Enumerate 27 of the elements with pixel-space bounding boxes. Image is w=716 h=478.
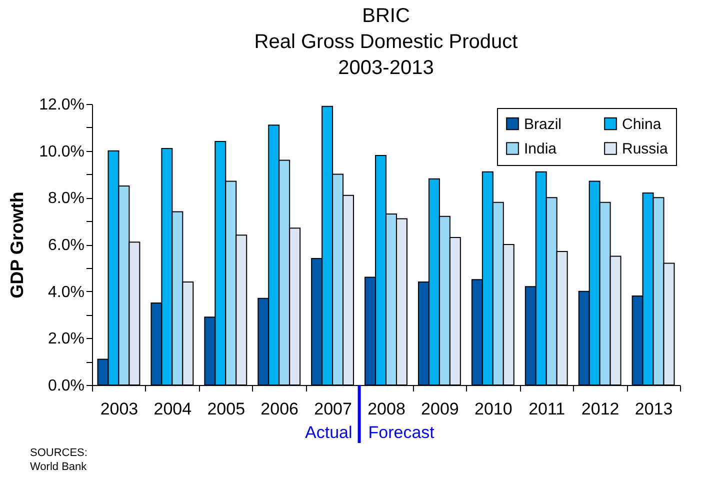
text: Forecast [368, 423, 435, 442]
x-tick-label: 2008 [368, 400, 406, 418]
x-tick-label: 2007 [314, 400, 352, 418]
legend-label: India [524, 140, 558, 158]
chart-title: BRIC Real Gross Domestic Product 2003-2013 [254, 5, 518, 79]
x-tick-label: 2012 [581, 400, 620, 418]
legend-label: Brazil [524, 116, 562, 133]
y-tick-label: 2.0% [48, 330, 84, 348]
y-tick-label: 10.0% [39, 143, 84, 160]
x-tick-label: 2004 [154, 400, 192, 418]
x-tick-label: 2006 [260, 400, 299, 418]
x-tick-label: 2011 [528, 400, 566, 418]
legend-label: China [622, 116, 662, 133]
x-tick-label: 2005 [207, 400, 246, 418]
x-tick-label: 2003 [100, 400, 138, 418]
y-tick-label: 6.0% [48, 237, 84, 254]
x-tick-label: 2009 [421, 400, 459, 418]
x-tick-label: 2010 [474, 400, 512, 418]
y-tick-label: 4.0% [48, 284, 84, 301]
y-tick-label: 8.0% [48, 190, 84, 208]
x-tick-label: 2013 [634, 400, 673, 418]
legend-label: Russia [622, 140, 669, 158]
source-note: SOURCES: World Bank [30, 447, 88, 473]
text: Actual [305, 423, 352, 442]
y-tick-label: 0.0% [48, 378, 84, 394]
y-axis-title: GDP Growth [7, 192, 28, 298]
y-tick-label: 12.0% [39, 96, 84, 114]
